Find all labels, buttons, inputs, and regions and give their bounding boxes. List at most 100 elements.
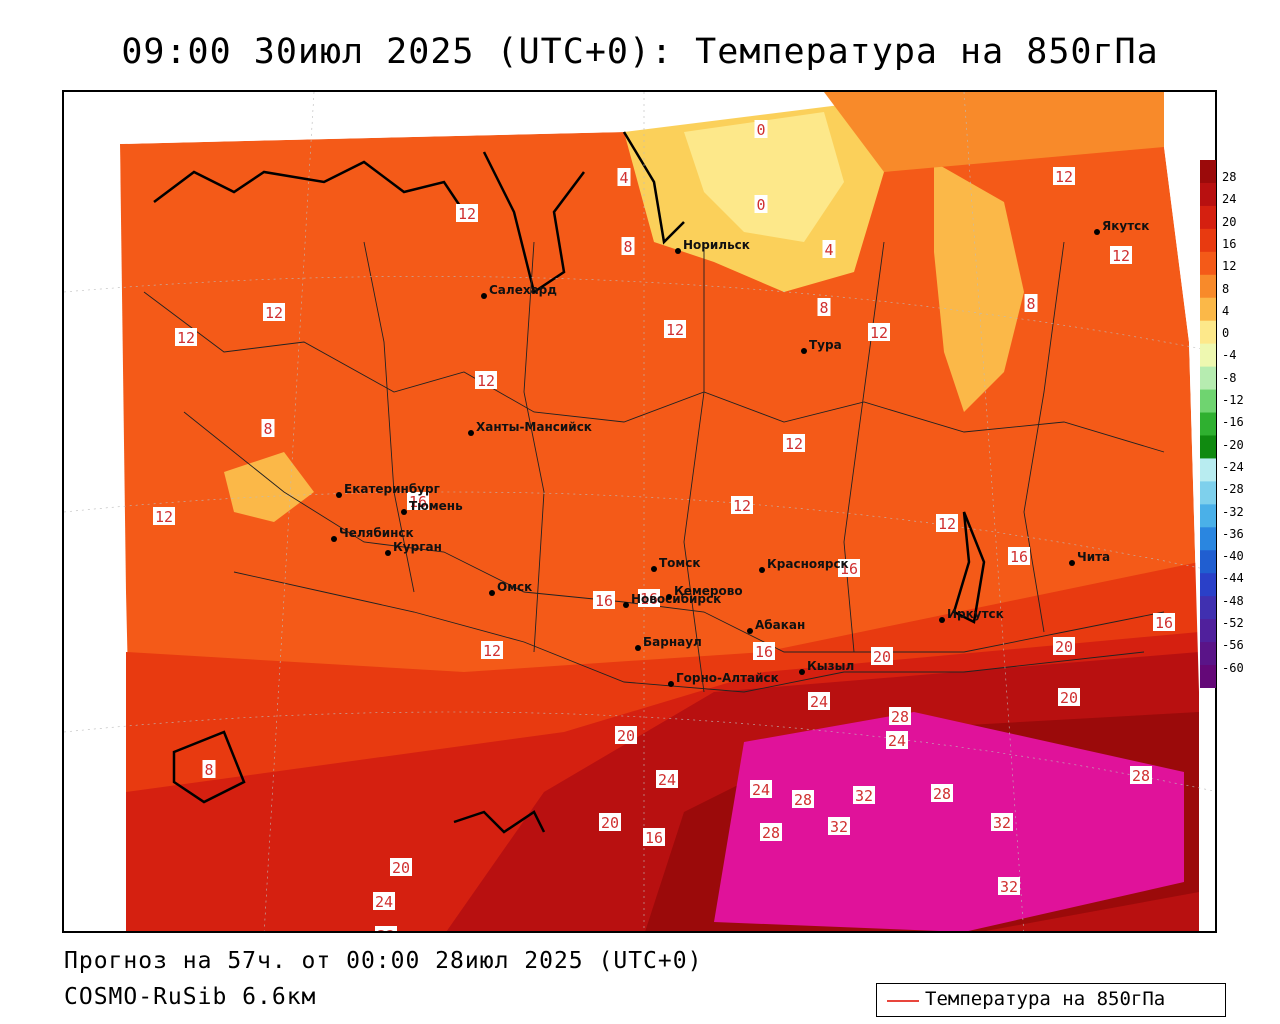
city-label: Барнаул — [643, 635, 702, 649]
isotherm-label-box — [599, 813, 621, 831]
isotherm-label-box — [792, 790, 814, 808]
temp-field-0 — [684, 112, 844, 242]
city-marker — [668, 681, 674, 687]
colorbar-tick-label: -4 — [1222, 348, 1237, 363]
isotherm-label-box — [783, 434, 805, 452]
isotherm-label: 24 — [375, 893, 393, 911]
city-labels: Норильск Якутск Салехард Тура Ханты-Мансийск… — [331, 219, 1149, 687]
isotherm-label-box — [638, 589, 660, 607]
isotherm-label-box — [390, 858, 412, 876]
colorbar-swatch — [1200, 573, 1216, 597]
colorbar-tick-label: -16 — [1222, 415, 1244, 430]
temp-field-8-east — [934, 162, 1024, 412]
isotherm-label-box — [871, 647, 893, 665]
city-label: Иркутск — [947, 607, 1004, 621]
isotherm-label: 32 — [377, 927, 395, 933]
isotherm-label: 20 — [873, 648, 891, 666]
isotherm-label-box — [1130, 766, 1152, 784]
isotherm-label: 16 — [755, 643, 773, 661]
isotherm-label: 8 — [1026, 295, 1035, 313]
isotherm-label: 24 — [752, 781, 770, 799]
isotherm-label: 12 — [458, 205, 476, 223]
colorbar-tick-label: -12 — [1222, 393, 1244, 407]
admin-borders — [143, 241, 1165, 693]
graticule — [64, 92, 1215, 931]
isotherm-label-box — [750, 780, 772, 798]
isotherm-label: 12 — [1055, 168, 1073, 186]
colorbar-tick-label: -44 — [1222, 571, 1244, 586]
legend-label: Температура на 850гПа — [925, 988, 1166, 1010]
colorbar-swatch — [1200, 160, 1216, 184]
isotherm-label: 12 — [177, 329, 195, 347]
isotherm-label: 16 — [645, 829, 663, 847]
city-label: Омск — [497, 580, 532, 594]
isotherm-label: 32 — [855, 787, 873, 805]
city-marker — [1094, 229, 1100, 235]
city-marker — [635, 645, 641, 651]
isotherm-label: 0 — [756, 196, 765, 214]
isotherm-label-box — [407, 492, 429, 510]
colorbar-tick-label: -52 — [1222, 616, 1244, 630]
colorbar-swatch — [1200, 389, 1216, 414]
city-label: Красноярск — [767, 557, 849, 571]
city-marker — [623, 602, 629, 608]
isotherm-label-box — [753, 642, 775, 660]
colorbar-tick-label: 4 — [1222, 303, 1230, 318]
isotherm-label-box — [1153, 613, 1175, 631]
isotherm-label: 28 — [762, 824, 780, 842]
temp-field-32 — [714, 712, 1184, 931]
colorbar-tick-label: 12 — [1222, 259, 1237, 274]
city-marker — [939, 617, 945, 623]
isotherm-label-box — [731, 496, 753, 514]
isotherm-label: 12 — [477, 372, 495, 390]
city-label: Салехард — [489, 283, 557, 297]
isotherm-label: 12 — [938, 515, 956, 533]
city-label: Курган — [393, 540, 442, 554]
colorbar-swatch — [1200, 435, 1216, 459]
city-marker — [336, 492, 342, 498]
city-label: Норильск — [683, 238, 750, 252]
model-name: COSMO-RuSib 6.6км — [64, 984, 317, 1010]
isotherm-label-box — [615, 726, 637, 744]
city-marker — [1069, 560, 1075, 566]
isotherm-label-box — [889, 707, 911, 725]
colorbar-swatch — [1200, 320, 1216, 345]
colorbar-tick-label: 24 — [1222, 192, 1237, 207]
isotherm-label: 12 — [483, 642, 501, 660]
isotherm-label: 28 — [891, 708, 909, 726]
isotherm-label-box — [481, 641, 503, 659]
isotherm-label-box — [754, 195, 768, 213]
isotherm-label-box — [828, 817, 850, 835]
colorbar-swatch — [1200, 366, 1216, 391]
isotherm-label: 8 — [623, 238, 632, 256]
city-marker — [331, 536, 337, 542]
isotherm-label: 24 — [888, 732, 906, 750]
colorbar-tick-label: -48 — [1222, 593, 1244, 608]
colorbar-tick-label: -40 — [1222, 549, 1244, 564]
city-marker — [759, 567, 765, 573]
isotherm-label: 16 — [595, 592, 613, 610]
isotherm-label-box — [202, 760, 216, 778]
forecast-info: Прогноз на 57ч. от 00:00 28июл 2025 (UTC… — [64, 948, 703, 974]
isotherm-label: 12 — [785, 435, 803, 453]
city-marker — [651, 566, 657, 572]
legend-box: Температура на 850гПа — [876, 983, 1226, 1017]
colorbar-tick-label: -24 — [1222, 459, 1244, 474]
city-marker — [468, 430, 474, 436]
isotherm-label-box — [1008, 547, 1030, 565]
isotherm-label-box — [664, 320, 686, 338]
isotherm-label: 20 — [617, 727, 635, 745]
isotherm-label-box — [853, 786, 875, 804]
isotherm-label: 16 — [640, 590, 658, 608]
isotherm-label-box — [456, 204, 478, 222]
isotherm-label: 4 — [824, 241, 833, 259]
isotherm-label: 20 — [392, 859, 410, 877]
isotherm-label: 12 — [666, 321, 684, 339]
isotherm-label: 4 — [619, 169, 628, 187]
city-label: Горно-Алтайск — [676, 671, 779, 685]
isotherm-label-box — [1058, 688, 1080, 706]
colorbar-swatch — [1200, 251, 1216, 276]
isotherm-label-box — [760, 823, 782, 841]
isotherm-label: 20 — [601, 814, 619, 832]
colorbar-tick-label: 16 — [1222, 236, 1237, 251]
